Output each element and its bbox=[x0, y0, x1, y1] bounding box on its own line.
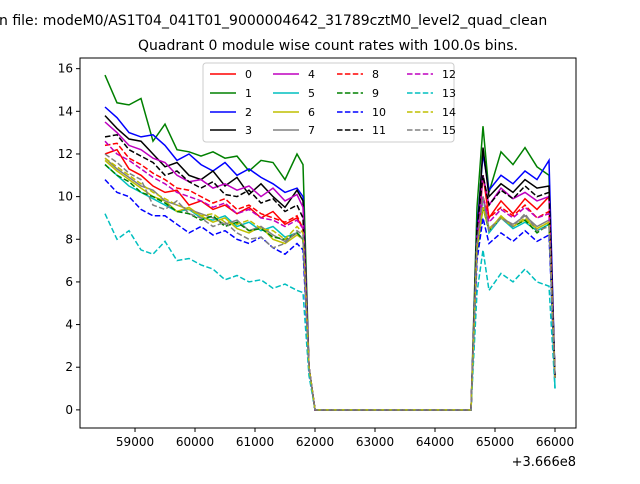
x-tick-label: 63000 bbox=[356, 435, 394, 449]
series-line-10 bbox=[104, 179, 556, 411]
legend-label-10: 10 bbox=[372, 106, 386, 119]
chart-title: Quadrant 0 module wise count rates with … bbox=[138, 38, 518, 54]
y-tick-label: 8 bbox=[65, 232, 73, 246]
series-line-9 bbox=[104, 164, 556, 411]
x-axis: 59000 60000 61000 62000 63000 64000 65000 66000 bbox=[116, 428, 574, 449]
legend-box bbox=[202, 62, 455, 143]
series-line-3 bbox=[104, 115, 556, 411]
x-tick-label: 61000 bbox=[236, 435, 274, 449]
x-offset-label: +3.666e8 bbox=[512, 455, 576, 470]
series-line-2 bbox=[104, 106, 556, 411]
legend-label-14: 14 bbox=[442, 106, 456, 119]
legend-label-12: 12 bbox=[442, 68, 456, 81]
x-tick-label: 64000 bbox=[416, 435, 454, 449]
legend-label-4: 4 bbox=[308, 68, 315, 81]
figure-suptitle: n file: modeM0/AS1T04_041T01_9000004642_… bbox=[0, 13, 547, 29]
legend-label-13: 13 bbox=[442, 87, 456, 100]
y-tick-label: 0 bbox=[65, 403, 73, 417]
legend-label-5: 5 bbox=[308, 87, 315, 100]
x-tick-label: 65000 bbox=[476, 435, 514, 449]
y-tick-label: 4 bbox=[65, 318, 73, 332]
x-tick-label: 66000 bbox=[536, 435, 574, 449]
legend-label-0: 0 bbox=[245, 68, 252, 81]
x-tick-label: 60000 bbox=[176, 435, 214, 449]
legend-label-1: 1 bbox=[245, 87, 252, 100]
plot-lines bbox=[104, 74, 556, 411]
series-line-4 bbox=[104, 121, 556, 411]
series-line-13 bbox=[104, 213, 556, 411]
legend-label-3: 3 bbox=[245, 124, 252, 137]
series-line-12 bbox=[104, 140, 556, 411]
series-line-15 bbox=[104, 153, 556, 411]
y-tick-label: 12 bbox=[58, 147, 73, 161]
legend-label-11: 11 bbox=[372, 124, 386, 137]
y-tick-label: 10 bbox=[58, 190, 73, 204]
axes-frame bbox=[79, 57, 577, 429]
x-tick-label: 62000 bbox=[296, 435, 334, 449]
series-line-0 bbox=[104, 148, 556, 411]
series-line-8 bbox=[104, 142, 556, 411]
legend-label-8: 8 bbox=[372, 68, 379, 81]
y-tick-label: 6 bbox=[65, 275, 73, 289]
y-axis: 0 2 4 6 8 10 12 14 16 bbox=[58, 62, 80, 417]
legend-label-7: 7 bbox=[308, 124, 315, 137]
series-line-6 bbox=[104, 159, 556, 411]
legend-label-9: 9 bbox=[372, 87, 379, 100]
legend-label-2: 2 bbox=[245, 106, 252, 119]
series-line-1 bbox=[104, 74, 556, 411]
x-tick-label: 59000 bbox=[116, 435, 154, 449]
y-tick-label: 16 bbox=[58, 62, 73, 76]
y-tick-label: 2 bbox=[65, 360, 73, 374]
series-line-11 bbox=[104, 133, 556, 411]
y-tick-label: 14 bbox=[58, 104, 73, 118]
legend-label-6: 6 bbox=[308, 106, 315, 119]
legend-label-15: 15 bbox=[442, 124, 456, 137]
